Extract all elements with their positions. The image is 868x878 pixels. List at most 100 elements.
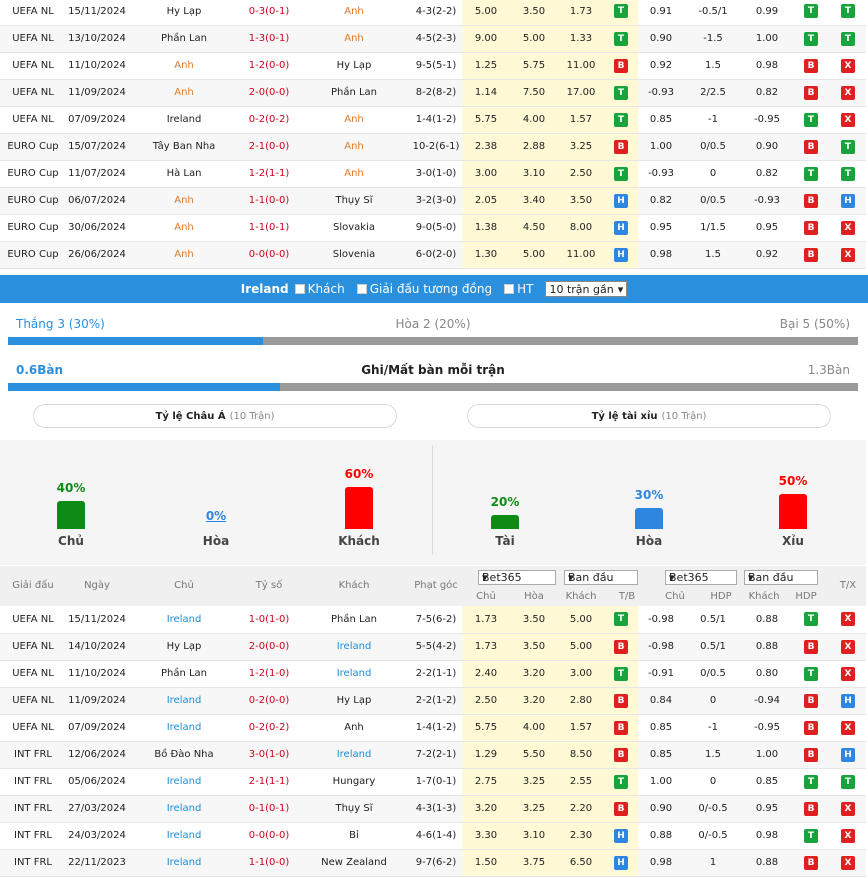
table-row[interactable]: EURO Cup 26/06/2024 Anh 0-0(0-0) Slovenia 6-0… [0, 241, 866, 269]
col-date: Ngày [84, 580, 110, 591]
odds-home-cell: 1.50 [462, 849, 510, 877]
tx-result-cell: T [830, 0, 866, 26]
away-team-cell[interactable]: Ireland [298, 660, 410, 688]
home-team-cell[interactable]: Phần Lan [128, 660, 240, 688]
away-team-cell[interactable]: Slovakia [298, 214, 410, 242]
table-row[interactable]: UEFA NL 15/11/2024 Hy Lạp 0-3(0-1) Anh 4-3(2-… [0, 0, 866, 26]
away-team-cell[interactable]: Thụy Sĩ [298, 187, 410, 215]
bookmaker-select-1[interactable]: Bet365 ▾ [478, 570, 556, 585]
table-row[interactable]: INT FRL 24/03/2024 Ireland 0-0(0-0) Bỉ 4-6(1-… [0, 822, 866, 850]
away-team-cell[interactable]: Thụy Sĩ [298, 795, 410, 823]
away-filter[interactable]: Khách [294, 282, 345, 296]
home-team-cell[interactable]: Tây Ban Nha [128, 133, 240, 161]
table-row[interactable]: INT FRL 27/03/2024 Ireland 0-1(0-1) Thụy Sĩ 4… [0, 795, 866, 823]
odds-away-cell: 2.80 [558, 687, 604, 715]
table-row[interactable]: UEFA NL 13/10/2024 Phần Lan 1-3(0-1) Anh 4-5(… [0, 25, 866, 53]
hdp-result-cell: T [792, 768, 830, 796]
home-team-cell[interactable]: Anh [128, 214, 240, 242]
tb-result-cell: H [604, 241, 638, 269]
away-team-cell[interactable]: Hy Lạp [298, 687, 410, 715]
away-team-cell[interactable]: Anh [298, 106, 410, 134]
away-team-cell[interactable]: Anh [298, 160, 410, 188]
away-team-cell[interactable]: Phần Lan [298, 79, 410, 107]
away-checkbox[interactable] [294, 284, 305, 294]
away-team-cell[interactable]: Slovenia [298, 241, 410, 269]
home-team-cell[interactable]: Anh [128, 79, 240, 107]
table-row[interactable]: INT FRL 22/11/2023 Ireland 1-1(0-0) New Zeal… [0, 849, 866, 877]
league-cell: UEFA NL [0, 52, 66, 80]
home-team-cell[interactable]: Ireland [128, 714, 240, 742]
table-row[interactable]: UEFA NL 15/11/2024 Ireland 1-0(1-0) Phần Lan… [0, 606, 866, 634]
asian-odds-pill[interactable]: Tỷ lệ Châu Á (10 Trận) [33, 404, 397, 428]
away-team-cell[interactable]: Bỉ [298, 822, 410, 850]
record-bar-fill [8, 337, 263, 345]
home-team-cell[interactable]: Anh [128, 187, 240, 215]
recent-matches-select[interactable]: 10 trận gần ▾ [545, 281, 628, 297]
home-team-cell[interactable]: Ireland [128, 106, 240, 134]
away-team-cell[interactable]: Ireland [298, 633, 410, 661]
table-row[interactable]: UEFA NL 07/09/2024 Ireland 0-2(0-2) Anh 1-4(1… [0, 714, 866, 742]
similar-league-checkbox[interactable] [356, 284, 367, 294]
table-row[interactable]: EURO Cup 30/06/2024 Anh 1-1(0-1) Slovakia 9-0… [0, 214, 866, 242]
overunder-pill[interactable]: Tỷ lệ tài xỉu (10 Trận) [467, 404, 831, 428]
asian-title: Tỷ lệ Châu Á [155, 410, 226, 422]
corners-cell: 9-0(5-0) [410, 214, 462, 242]
home-team-cell[interactable]: Hy Lạp [128, 633, 240, 661]
tx-result-cell: T [830, 25, 866, 53]
ht-checkbox[interactable] [504, 284, 515, 294]
table-row[interactable]: EURO Cup 15/07/2024 Tây Ban Nha 2-1(0-0) Anh… [0, 133, 866, 161]
away-team-cell[interactable]: Hy Lạp [298, 52, 410, 80]
hdp-line-cell: 1.5 [684, 241, 742, 269]
home-team-cell[interactable]: Hà Lan [128, 160, 240, 188]
odds-type-select-1[interactable]: Ban đầu ▾ [564, 570, 638, 585]
away-team-cell[interactable]: Anh [298, 133, 410, 161]
date-cell: 14/10/2024 [66, 633, 128, 661]
ht-filter[interactable]: HT [504, 282, 533, 296]
away-team-cell[interactable]: Anh [298, 714, 410, 742]
away-team-cell[interactable]: Anh [298, 25, 410, 53]
away-team-cell[interactable]: Hungary [298, 768, 410, 796]
bottom-table-header: Giải đấu Ngày Chủ Tỷ số Khách Phạt góc B… [0, 566, 866, 606]
away-team-cell[interactable]: Ireland [298, 741, 410, 769]
table-row[interactable]: UEFA NL 14/10/2024 Hy Lạp 2-0(0-0) Ireland 5-… [0, 633, 866, 661]
result-badge: X [841, 639, 855, 654]
home-team-cell[interactable]: Ireland [128, 795, 240, 823]
table-row[interactable]: UEFA NL 07/09/2024 Ireland 0-2(0-2) Anh 1-4(1… [0, 106, 866, 134]
home-team-cell[interactable]: Ireland [128, 606, 240, 634]
corners-cell: 7-2(2-1) [410, 741, 462, 769]
away-team-cell[interactable]: New Zealand [298, 849, 410, 877]
hdp-away-cell: 0.80 [742, 660, 792, 688]
similar-league-filter[interactable]: Giải đấu tương đồng [356, 282, 492, 296]
home-team-cell[interactable]: Phần Lan [128, 25, 240, 53]
away-team-cell[interactable]: Anh [298, 0, 410, 26]
home-team-cell[interactable]: Anh [128, 52, 240, 80]
odds-type-select-2[interactable]: Ban đầu ▾ [744, 570, 818, 585]
table-row[interactable]: EURO Cup 11/07/2024 Hà Lan 1-2(1-1) Anh 3-0(1… [0, 160, 866, 188]
home-team-cell[interactable]: Hy Lạp [128, 0, 240, 26]
table-row[interactable]: UEFA NL 11/10/2024 Anh 1-2(0-0) Hy Lạp 9-5(5-… [0, 52, 866, 80]
home-team-cell[interactable]: Ireland [128, 849, 240, 877]
bookmaker-select-2[interactable]: Bet365 ▾ [665, 570, 737, 585]
goals-scored: 0.6Bàn [16, 363, 64, 377]
overunder-count: (10 Trận) [661, 410, 707, 422]
home-team-cell[interactable]: Anh [128, 241, 240, 269]
result-badge: B [804, 720, 818, 735]
table-row[interactable]: UEFA NL 11/09/2024 Anh 2-0(0-0) Phần Lan 8-2(… [0, 79, 866, 107]
odds-home-cell: 3.20 [462, 795, 510, 823]
hdp-away-cell: -0.94 [742, 687, 792, 715]
result-badge: T [841, 4, 855, 19]
home-team-cell[interactable]: Ireland [128, 687, 240, 715]
table-row[interactable]: UEFA NL 11/10/2024 Phần Lan 1-2(1-0) Ireland… [0, 660, 866, 688]
chevron-down-icon: ▾ [669, 571, 675, 584]
table-row[interactable]: INT FRL 12/06/2024 Bồ Đào Nha 3-0(1-0) Irela… [0, 741, 866, 769]
table-row[interactable]: INT FRL 05/06/2024 Ireland 2-1(1-1) Hungary 1… [0, 768, 866, 796]
tx-result-cell: X [830, 106, 866, 134]
table-row[interactable]: UEFA NL 11/09/2024 Ireland 0-2(0-0) Hy Lạp 2-… [0, 687, 866, 715]
result-badge: B [804, 220, 818, 235]
home-team-cell[interactable]: Bồ Đào Nha [128, 741, 240, 769]
home-team-cell[interactable]: Ireland [128, 822, 240, 850]
home-team-cell[interactable]: Ireland [128, 768, 240, 796]
away-team-cell[interactable]: Phần Lan [298, 606, 410, 634]
table-row[interactable]: EURO Cup 06/07/2024 Anh 1-1(0-0) Thụy Sĩ 3-2(… [0, 187, 866, 215]
result-badge: B [614, 639, 628, 654]
